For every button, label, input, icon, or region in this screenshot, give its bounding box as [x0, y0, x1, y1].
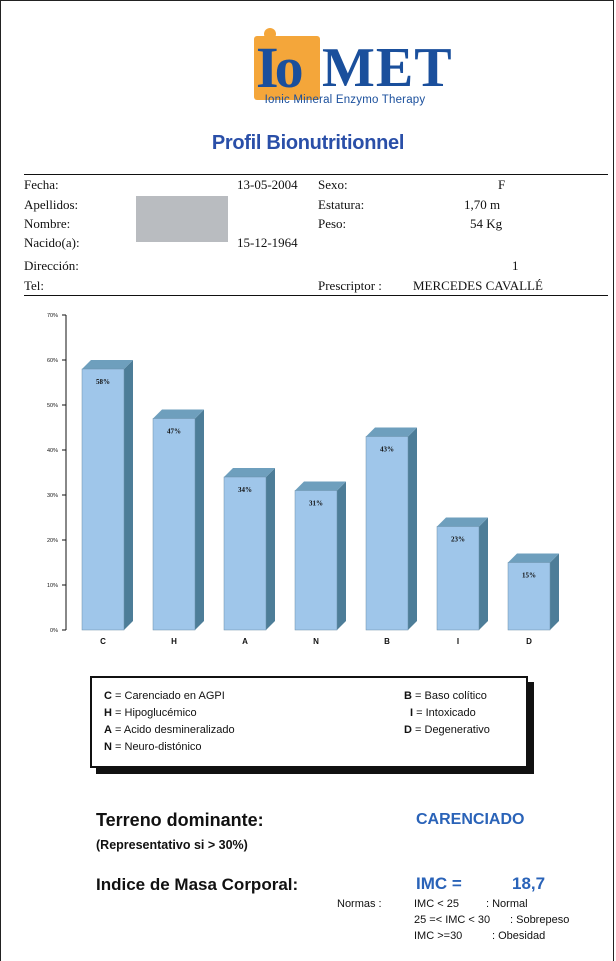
legend-item-b: B = Baso colítico: [404, 690, 487, 702]
bar-d: [507, 562, 551, 631]
normas-desc-2: : Sobrepeso: [510, 914, 570, 926]
legend-item-d: D = Degenerativo: [404, 724, 490, 736]
bar-a: [223, 476, 267, 631]
bar-c: [81, 368, 125, 631]
bar-top-i: [437, 517, 488, 527]
page-title: Profil Bionutritionnel: [211, 132, 405, 154]
bar-chart: 0% 10% 20% 30% 40% 50% 60% 70% 58% C 47% H 34% A 31% N 4…: [47, 313, 559, 646]
peso-label: Peso:: [318, 216, 347, 231]
x-tick-label: H: [171, 637, 177, 646]
normas-desc-3: : Obesidad: [492, 930, 546, 942]
fecha-value: 13-05-2004: [237, 177, 298, 192]
bar-side-d: [550, 553, 559, 630]
bar-value-label: 15%: [522, 572, 536, 580]
bar-top-n: [295, 481, 346, 491]
terreno-label: Terreno dominante:: [96, 810, 264, 830]
nombre-label: Nombre:: [24, 216, 71, 231]
tel-label: Tel:: [24, 278, 45, 293]
legend: C = Carenciado en AGPI H = Hipoglucémico…: [90, 676, 534, 774]
fecha-label: Fecha:: [24, 177, 59, 192]
y-tick-label: 20%: [47, 538, 58, 544]
estatura-value: 1,70 m: [464, 197, 501, 212]
bar-top-h: [153, 409, 204, 419]
info-top-rule: [24, 174, 608, 175]
y-tick-label: 10%: [47, 583, 58, 589]
nacido-value: 15-12-1964: [237, 235, 298, 250]
normas-range-1: IMC < 25: [414, 898, 459, 910]
normas-range-2: 25 =< IMC < 30: [414, 914, 491, 926]
legend-item-i: I = Intoxicado: [410, 707, 476, 719]
imc-label: Indice de Masa Corporal:: [96, 875, 299, 894]
x-tick-label: N: [313, 637, 319, 646]
legend-item-a: A = Acido desmineralizado: [104, 724, 235, 736]
bar-value-label: 34%: [238, 486, 252, 494]
normas-desc-1: : Normal: [486, 898, 528, 910]
bar-value-label: 23%: [451, 536, 465, 544]
prescriptor-value: MERCEDES CAVALLÉ: [413, 278, 543, 293]
bar-side-c: [124, 360, 133, 630]
iomet-logo: Io MET Ionic Mineral Enzymo Therapy: [250, 20, 452, 110]
y-tick-label: 40%: [47, 448, 58, 454]
x-tick-label: A: [242, 637, 248, 646]
bar-top-b: [366, 427, 417, 437]
y-tick-label: 60%: [47, 358, 58, 364]
x-tick-label: I: [457, 637, 459, 646]
bar-side-n: [337, 481, 346, 630]
bar-side-h: [195, 409, 204, 630]
normas-range-3: IMC >=30: [414, 930, 463, 942]
legend-item-c: C = Carenciado en AGPI: [104, 690, 225, 702]
bar-side-b: [408, 427, 417, 630]
apellidos-label: Apellidos:: [24, 197, 79, 212]
estatura-label: Estatura:: [318, 197, 365, 212]
peso-value: 54 Kg: [470, 216, 503, 231]
imc-value: 18,7: [512, 874, 546, 893]
bar-h: [152, 418, 196, 631]
bar-top-a: [224, 468, 275, 477]
y-tick-label: 30%: [47, 493, 58, 499]
normas-label: Normas :: [337, 898, 382, 910]
bar-side-i: [479, 517, 488, 630]
x-tick-label: C: [100, 637, 106, 646]
imc-name: IMC =: [416, 874, 462, 893]
legend-item-n: N = Neuro-distónico: [104, 741, 202, 753]
prescriptor-label: Prescriptor :: [318, 278, 382, 293]
logo-met-text: MET: [322, 37, 453, 99]
x-tick-label: D: [526, 637, 532, 646]
terreno-note: (Representativo si > 30%): [96, 838, 248, 852]
x-tick-label: B: [384, 637, 390, 646]
info-bottom-rule: [24, 295, 608, 296]
nacido-label: Nacido(a):: [24, 235, 80, 250]
bar-top-c: [82, 360, 133, 369]
bar-top-d: [508, 553, 559, 563]
bar-n: [294, 490, 338, 631]
redacted-name-block: [136, 196, 228, 242]
bar-i: [436, 526, 480, 631]
logo-subtitle: Ionic Mineral Enzymo Therapy: [264, 94, 426, 106]
sexo-value: F: [498, 177, 506, 192]
legend-item-h: H = Hipoglucémico: [104, 707, 197, 719]
y-tick-label: 50%: [47, 403, 58, 409]
direccion-label: Dirección:: [24, 258, 79, 273]
bar-value-label: 31%: [309, 500, 323, 508]
bar-value-label: 43%: [380, 446, 394, 454]
y-tick-label: 0%: [50, 628, 58, 634]
direccion-number: 1: [512, 258, 519, 273]
bar-value-label: 47%: [167, 428, 181, 436]
terreno-value: CARENCIADO: [416, 811, 525, 828]
bar-b: [365, 436, 409, 631]
sexo-label: Sexo:: [318, 177, 348, 192]
logo-io-text: Io: [256, 35, 304, 100]
bar-value-label: 58%: [96, 378, 110, 386]
y-tick-label: 70%: [47, 313, 58, 319]
bar-side-a: [266, 468, 275, 630]
